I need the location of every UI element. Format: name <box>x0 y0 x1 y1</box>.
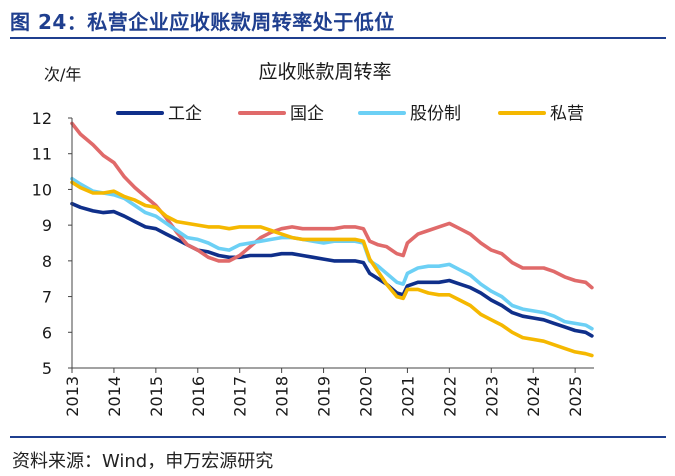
x-tick-label: 2023 <box>482 376 501 417</box>
x-tick-label: 2016 <box>189 376 208 417</box>
legend-item: 私营 <box>498 104 584 124</box>
y-tick-label: 7 <box>42 288 52 307</box>
x-tick-label: 2019 <box>315 376 334 417</box>
x-tick-label: 2020 <box>356 376 375 417</box>
footer-rule <box>10 436 666 438</box>
caption-rule <box>10 37 666 39</box>
series-lines <box>70 121 594 358</box>
y-tick-label: 12 <box>32 109 52 128</box>
chart-legend: 工企 国企 股份制 私营 <box>116 104 584 124</box>
y-tick-label: 6 <box>42 323 52 342</box>
series-line-私营 <box>70 180 594 358</box>
x-tick-label: 2018 <box>273 376 292 417</box>
legend-label: 工企 <box>168 104 202 124</box>
y-tick-label: 11 <box>32 145 52 164</box>
legend-label: 股份制 <box>410 104 461 124</box>
y-tick-label: 10 <box>32 180 52 199</box>
legend-item: 工企 <box>116 104 202 124</box>
y-axis-unit-label: 次/年 <box>44 65 81 84</box>
x-tick-label: 2025 <box>566 376 585 417</box>
legend-label: 国企 <box>290 104 324 124</box>
y-tick-label: 8 <box>42 252 52 271</box>
x-tick-label: 2021 <box>398 376 417 417</box>
legend-item: 国企 <box>238 104 324 124</box>
y-tick-label: 9 <box>42 216 52 235</box>
x-tick-label: 2024 <box>524 376 543 417</box>
x-tick-label: 2022 <box>440 376 459 417</box>
x-tick-label: 2017 <box>231 376 250 417</box>
x-tick-label: 2014 <box>105 376 124 417</box>
series-line-工企 <box>70 201 594 338</box>
source-note: 资料来源：Wind，申万宏源研究 <box>12 451 274 472</box>
legend-label: 私营 <box>550 104 584 124</box>
x-tick-label: 2013 <box>63 376 82 417</box>
chart-axes: 5 6 7 8 9 10 11 12 2013 2014 2015 2016 2017 2018 2019 2… <box>32 109 594 417</box>
figure-caption: 图 24：私营企业应收账款周转率处于低位 <box>10 10 395 34</box>
chart-title: 应收账款周转率 <box>258 61 391 83</box>
x-tick-label: 2015 <box>147 376 166 417</box>
line-chart: 应收账款周转率 次/年 工企 国企 股份制 私营 5 6 7 8 9 10 11 12 2013 201… <box>32 61 594 417</box>
y-tick-label: 5 <box>42 359 52 378</box>
legend-item: 股份制 <box>358 104 461 124</box>
